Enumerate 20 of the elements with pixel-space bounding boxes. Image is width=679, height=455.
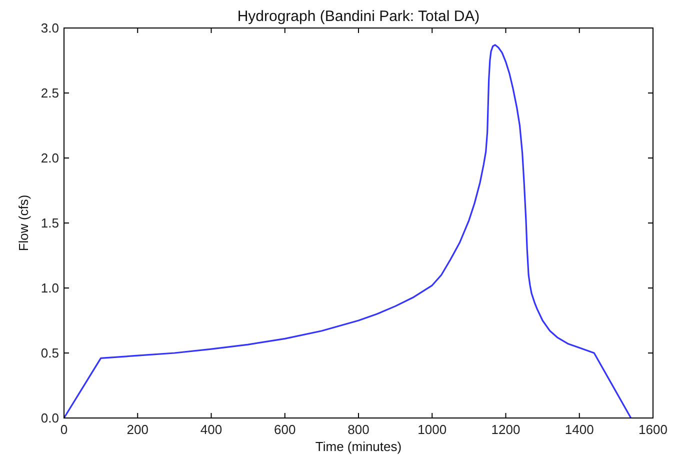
y-tick-label: 1.5 bbox=[40, 216, 59, 230]
y-tick-label: 3.0 bbox=[40, 20, 59, 36]
y-tick-label: 2.0 bbox=[40, 150, 59, 166]
x-tick-label: 1600 bbox=[638, 422, 668, 437]
y-tick-label: 2.5 bbox=[40, 86, 59, 100]
y-tick-label: 0.5 bbox=[40, 346, 59, 360]
line-series bbox=[63, 44, 632, 419]
x-tick-label: 0 bbox=[60, 422, 68, 437]
x-tick-label: 400 bbox=[200, 422, 222, 437]
x-tick-label: 1400 bbox=[564, 422, 594, 437]
chart-title: Hydrograph (Bandini Park: Total DA) bbox=[237, 8, 480, 25]
x-tick-label: 200 bbox=[126, 422, 148, 437]
y-tick-label: 1.0 bbox=[40, 280, 59, 296]
x-axis-title: Time (minutes) bbox=[315, 439, 402, 454]
y-tick-label: 0.0 bbox=[40, 410, 59, 426]
x-tick-label: 600 bbox=[274, 422, 296, 437]
x-tick-label: 1200 bbox=[491, 422, 520, 437]
y-axis-title: Flow (cfs) bbox=[16, 194, 31, 252]
x-tick-label: 800 bbox=[348, 422, 370, 437]
x-tick-label: 1000 bbox=[418, 422, 447, 437]
